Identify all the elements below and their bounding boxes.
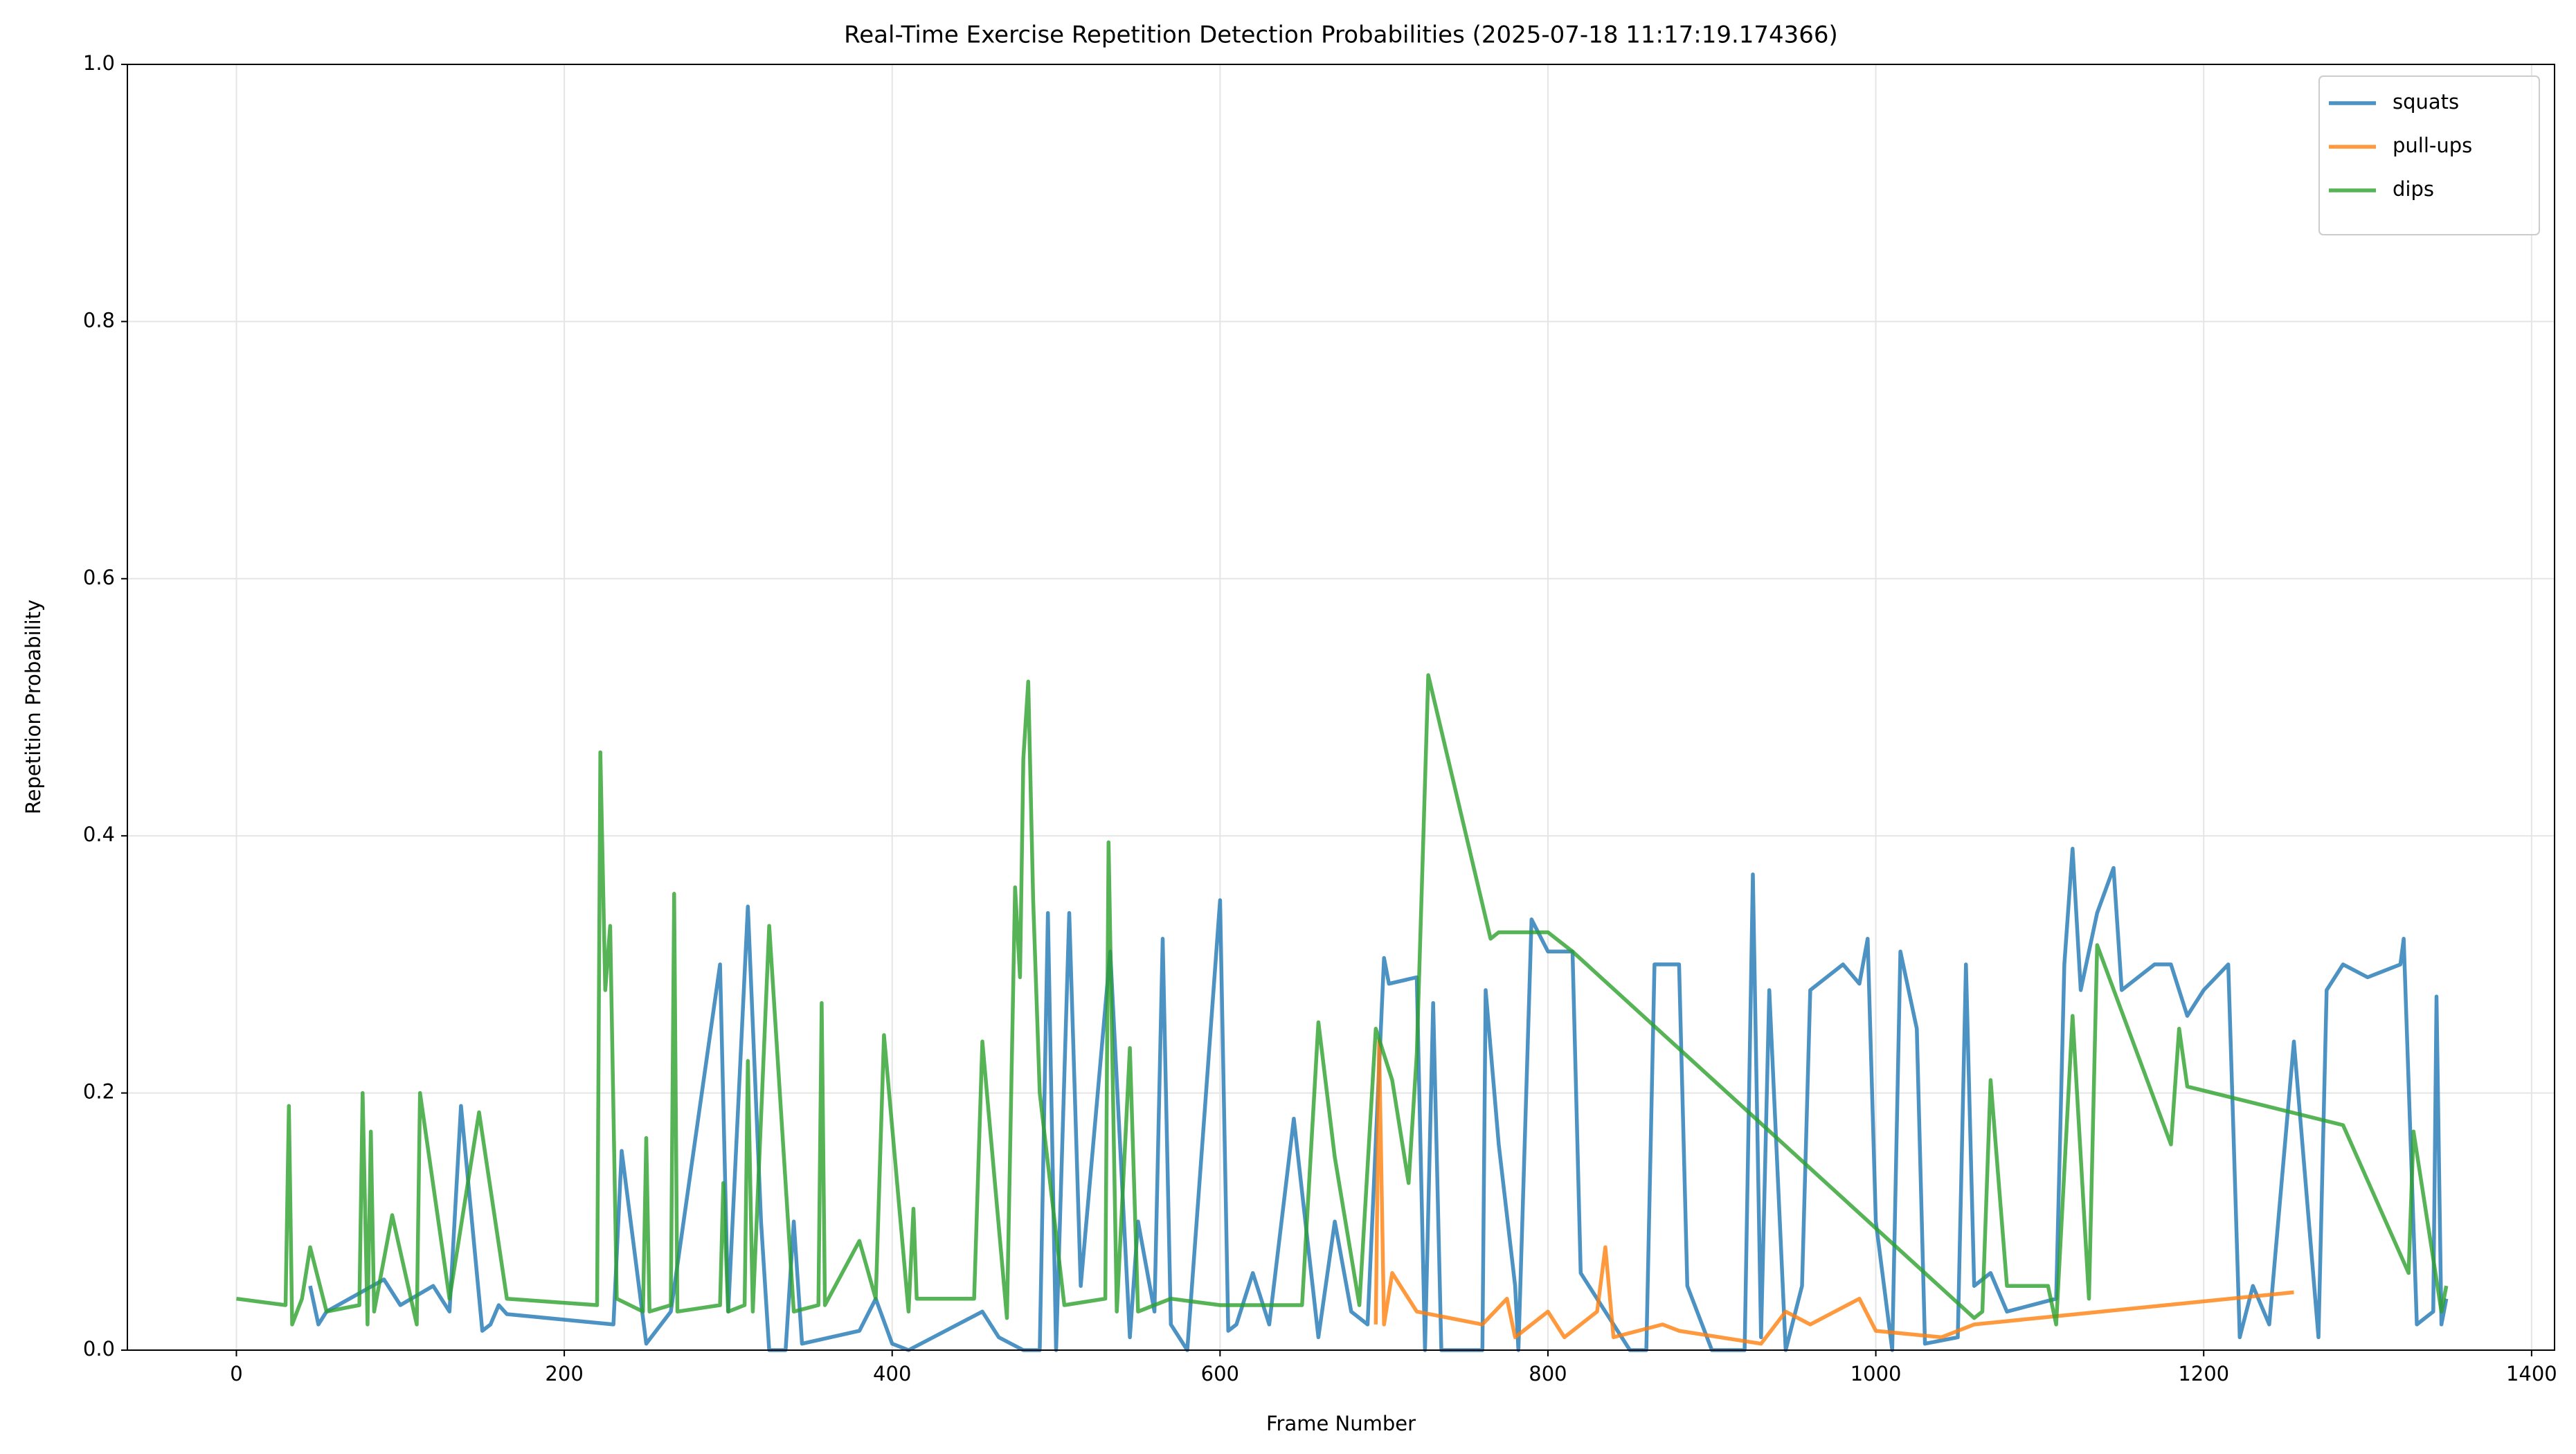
y-axis-label: Repetition Probability: [21, 600, 45, 814]
x-tick-label: 800: [1529, 1362, 1567, 1385]
legend-box: [2318, 75, 2540, 235]
chart-title: Real-Time Exercise Repetition Detection …: [844, 21, 1838, 49]
x-tick-label: 200: [545, 1362, 583, 1385]
x-tick-label: 1000: [1850, 1362, 1902, 1385]
legend: squats pull-ups dips: [2318, 75, 2540, 235]
legend-label: dips: [2393, 177, 2434, 201]
y-tick-label: 1.0: [83, 51, 115, 75]
x-tick-label: 600: [1201, 1362, 1239, 1385]
x-tick-label: 400: [873, 1362, 911, 1385]
legend-label: squats: [2393, 90, 2459, 114]
series-line: [236, 673, 2449, 1327]
y-tick-label: 0.2: [83, 1080, 115, 1104]
y-tick-label: 0.8: [83, 308, 115, 332]
legend-label: pull-ups: [2393, 134, 2472, 157]
x-tick-label: 1400: [2506, 1362, 2557, 1385]
series-line: [1373, 1039, 2294, 1346]
x-tick-label: 0: [230, 1362, 242, 1385]
y-tick-label: 0.0: [83, 1337, 115, 1361]
x-tick-label: 1200: [2178, 1362, 2229, 1385]
y-tick-label: 0.6: [83, 566, 115, 589]
y-tick-label: 0.4: [83, 823, 115, 846]
x-axis-label: Frame Number: [1266, 1412, 1416, 1435]
plot-frame: [127, 64, 2555, 1351]
